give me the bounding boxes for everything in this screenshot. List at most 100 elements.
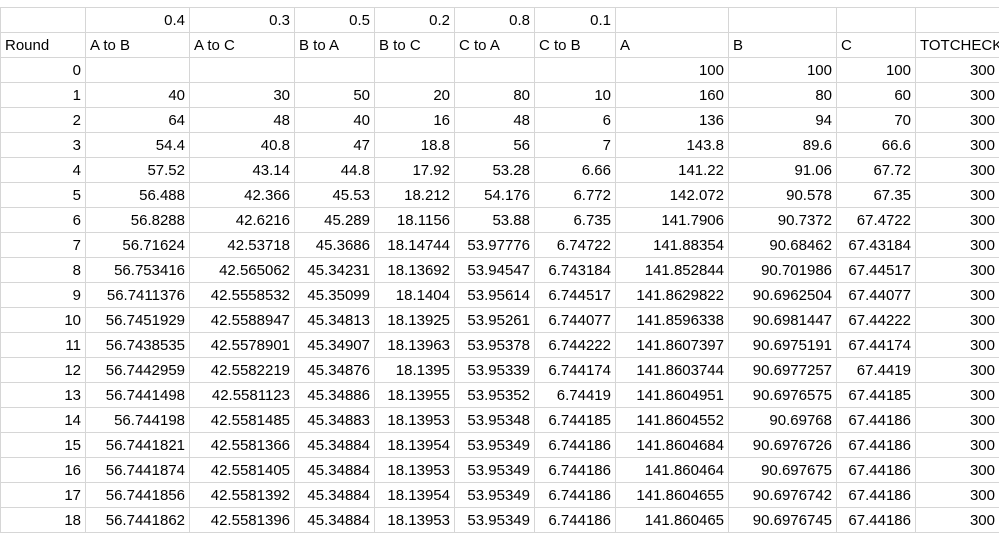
rate-cell-round[interactable] [0, 7, 86, 33]
value-cell-a-to-b[interactable]: 56.7441862 [85, 507, 190, 533]
value-cell-b-to-a[interactable]: 45.53 [294, 182, 375, 208]
round-number-cell[interactable]: 2 [0, 107, 86, 133]
value-cell-a-to-c[interactable]: 40.8 [189, 132, 295, 158]
value-cell-c[interactable]: 67.4722 [836, 207, 916, 233]
value-cell-b[interactable]: 90.68462 [728, 232, 837, 258]
value-cell-c[interactable]: 67.44186 [836, 507, 916, 533]
value-cell-c[interactable]: 67.44077 [836, 282, 916, 308]
value-cell-b[interactable]: 90.6977257 [728, 357, 837, 383]
value-cell-a-to-b[interactable]: 56.8288 [85, 207, 190, 233]
round-number-cell[interactable]: 16 [0, 457, 86, 483]
value-cell-b-to-c[interactable]: 18.1404 [374, 282, 455, 308]
value-cell-c-to-b[interactable]: 6.744174 [534, 357, 616, 383]
value-cell-totcheck[interactable]: 300 [915, 207, 999, 233]
value-cell-c[interactable]: 100 [836, 57, 916, 83]
value-cell-b-to-a[interactable]: 45.35099 [294, 282, 375, 308]
value-cell-b-to-c[interactable]: 18.13963 [374, 332, 455, 358]
value-cell-c-to-b[interactable]: 6.744186 [534, 457, 616, 483]
value-cell-a-to-b[interactable]: 56.488 [85, 182, 190, 208]
value-cell-c-to-b[interactable]: 7 [534, 132, 616, 158]
value-cell-b-to-a[interactable]: 45.34884 [294, 482, 375, 508]
value-cell-c-to-a[interactable]: 53.94547 [454, 257, 535, 283]
rate-cell-b-to-c[interactable]: 0.2 [374, 7, 455, 33]
value-cell-c-to-a[interactable]: 53.95348 [454, 407, 535, 433]
header-cell-round[interactable]: Round [0, 32, 86, 58]
value-cell-totcheck[interactable]: 300 [915, 307, 999, 333]
value-cell-c-to-b[interactable]: 6.744185 [534, 407, 616, 433]
value-cell-a-to-b[interactable]: 56.7441874 [85, 457, 190, 483]
value-cell-b-to-a[interactable]: 45.34231 [294, 257, 375, 283]
value-cell-c-to-a[interactable] [454, 57, 535, 83]
round-number-cell[interactable]: 10 [0, 307, 86, 333]
value-cell-c-to-b[interactable]: 6.744186 [534, 507, 616, 533]
value-cell-c-to-b[interactable]: 6.772 [534, 182, 616, 208]
value-cell-a-to-c[interactable] [189, 57, 295, 83]
value-cell-b-to-c[interactable]: 18.13953 [374, 457, 455, 483]
value-cell-a[interactable]: 141.852844 [615, 257, 729, 283]
round-number-cell[interactable]: 12 [0, 357, 86, 383]
value-cell-b-to-a[interactable]: 45.34884 [294, 507, 375, 533]
header-cell-b-to-c[interactable]: B to C [374, 32, 455, 58]
value-cell-b-to-c[interactable]: 17.92 [374, 157, 455, 183]
value-cell-a-to-b[interactable]: 56.71624 [85, 232, 190, 258]
value-cell-c-to-a[interactable]: 53.95614 [454, 282, 535, 308]
value-cell-totcheck[interactable]: 300 [915, 182, 999, 208]
value-cell-b[interactable]: 90.6976742 [728, 482, 837, 508]
value-cell-totcheck[interactable]: 300 [915, 357, 999, 383]
value-cell-b[interactable]: 90.578 [728, 182, 837, 208]
value-cell-a-to-b[interactable]: 56.7438535 [85, 332, 190, 358]
value-cell-a[interactable]: 141.860464 [615, 457, 729, 483]
rate-cell-a-to-b[interactable]: 0.4 [85, 7, 190, 33]
value-cell-c-to-b[interactable]: 6.744517 [534, 282, 616, 308]
value-cell-a[interactable]: 141.8629822 [615, 282, 729, 308]
value-cell-totcheck[interactable]: 300 [915, 157, 999, 183]
value-cell-a-to-c[interactable]: 42.5588947 [189, 307, 295, 333]
value-cell-c[interactable]: 67.4419 [836, 357, 916, 383]
value-cell-c-to-a[interactable]: 54.176 [454, 182, 535, 208]
value-cell-totcheck[interactable]: 300 [915, 232, 999, 258]
value-cell-b-to-c[interactable]: 18.13954 [374, 432, 455, 458]
round-number-cell[interactable]: 9 [0, 282, 86, 308]
value-cell-a-to-b[interactable]: 56.7442959 [85, 357, 190, 383]
value-cell-c-to-b[interactable]: 6.744186 [534, 432, 616, 458]
value-cell-a-to-b[interactable]: 40 [85, 82, 190, 108]
value-cell-b-to-c[interactable]: 18.212 [374, 182, 455, 208]
value-cell-c-to-a[interactable]: 53.95349 [454, 432, 535, 458]
value-cell-a[interactable]: 141.22 [615, 157, 729, 183]
header-cell-a-to-c[interactable]: A to C [189, 32, 295, 58]
header-cell-b[interactable]: B [728, 32, 837, 58]
value-cell-b-to-c[interactable]: 18.13692 [374, 257, 455, 283]
value-cell-a-to-c[interactable]: 43.14 [189, 157, 295, 183]
value-cell-a-to-c[interactable]: 42.5581392 [189, 482, 295, 508]
value-cell-a[interactable]: 142.072 [615, 182, 729, 208]
value-cell-c[interactable]: 67.44186 [836, 407, 916, 433]
value-cell-b-to-c[interactable]: 18.1156 [374, 207, 455, 233]
value-cell-a-to-b[interactable]: 56.744198 [85, 407, 190, 433]
value-cell-totcheck[interactable]: 300 [915, 507, 999, 533]
value-cell-a-to-b[interactable]: 56.7411376 [85, 282, 190, 308]
value-cell-c[interactable]: 67.44517 [836, 257, 916, 283]
value-cell-c-to-a[interactable]: 53.95261 [454, 307, 535, 333]
value-cell-totcheck[interactable]: 300 [915, 382, 999, 408]
round-number-cell[interactable]: 8 [0, 257, 86, 283]
value-cell-a-to-b[interactable]: 56.7441821 [85, 432, 190, 458]
value-cell-b-to-c[interactable]: 18.1395 [374, 357, 455, 383]
value-cell-b-to-a[interactable]: 44.8 [294, 157, 375, 183]
value-cell-c[interactable]: 66.6 [836, 132, 916, 158]
round-number-cell[interactable]: 5 [0, 182, 86, 208]
rate-cell-totcheck[interactable] [915, 7, 999, 33]
value-cell-a[interactable]: 141.8604951 [615, 382, 729, 408]
rate-cell-c-to-a[interactable]: 0.8 [454, 7, 535, 33]
value-cell-b-to-c[interactable]: 20 [374, 82, 455, 108]
value-cell-a-to-c[interactable]: 42.565062 [189, 257, 295, 283]
round-number-cell[interactable]: 13 [0, 382, 86, 408]
value-cell-b-to-c[interactable]: 16 [374, 107, 455, 133]
rate-cell-a[interactable] [615, 7, 729, 33]
value-cell-a[interactable]: 141.8596338 [615, 307, 729, 333]
value-cell-a-to-c[interactable]: 42.53718 [189, 232, 295, 258]
value-cell-a-to-b[interactable]: 64 [85, 107, 190, 133]
value-cell-c-to-a[interactable]: 53.95339 [454, 357, 535, 383]
value-cell-b-to-a[interactable]: 40 [294, 107, 375, 133]
header-cell-c-to-b[interactable]: C to B [534, 32, 616, 58]
round-number-cell[interactable]: 17 [0, 482, 86, 508]
